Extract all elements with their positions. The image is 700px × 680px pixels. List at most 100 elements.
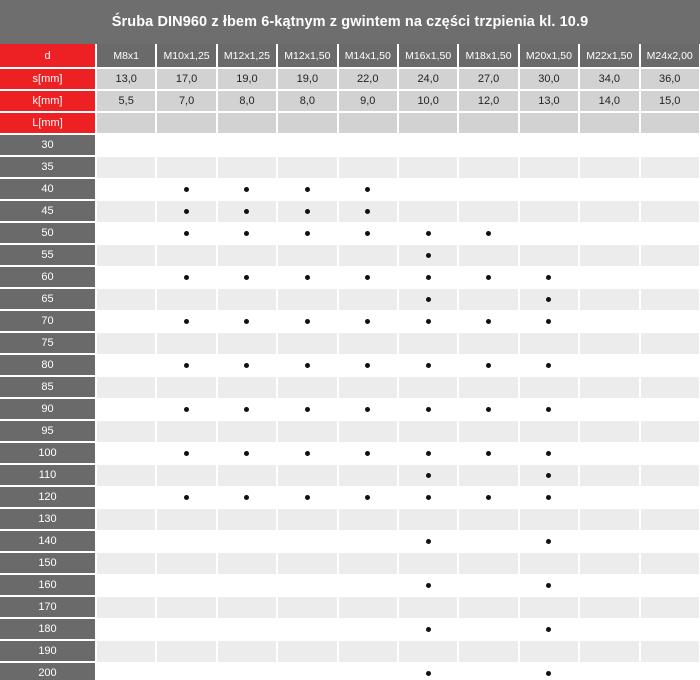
availability-cell[interactable] (518, 244, 581, 267)
availability-cell[interactable] (277, 574, 339, 597)
availability-cell[interactable] (337, 310, 399, 333)
availability-cell[interactable] (337, 596, 399, 619)
availability-cell[interactable] (397, 200, 460, 223)
availability-cell[interactable] (337, 552, 399, 575)
availability-cell[interactable] (96, 618, 158, 641)
availability-cell[interactable] (458, 552, 520, 575)
availability-cell[interactable] (397, 464, 460, 487)
availability-cell[interactable] (96, 464, 158, 487)
availability-cell[interactable] (337, 266, 399, 289)
availability-cell[interactable] (458, 156, 520, 179)
availability-cell[interactable] (156, 332, 218, 355)
availability-cell[interactable] (518, 178, 581, 201)
availability-cell[interactable] (639, 486, 700, 509)
availability-cell[interactable] (518, 618, 581, 641)
availability-cell[interactable] (216, 266, 279, 289)
availability-cell[interactable] (277, 486, 339, 509)
availability-cell[interactable] (579, 552, 641, 575)
availability-cell[interactable] (156, 618, 218, 641)
availability-cell[interactable] (518, 420, 581, 443)
availability-cell[interactable] (337, 134, 399, 157)
availability-cell[interactable] (579, 332, 641, 355)
availability-cell[interactable] (397, 552, 460, 575)
availability-cell[interactable] (96, 332, 158, 355)
availability-cell[interactable] (579, 266, 641, 289)
availability-cell[interactable] (277, 552, 339, 575)
availability-cell[interactable] (639, 134, 700, 157)
availability-cell[interactable] (277, 266, 339, 289)
availability-cell[interactable] (277, 618, 339, 641)
availability-cell[interactable] (96, 574, 158, 597)
availability-cell[interactable] (216, 200, 279, 223)
availability-cell[interactable] (518, 266, 581, 289)
availability-cell[interactable] (639, 552, 700, 575)
availability-cell[interactable] (337, 376, 399, 399)
availability-cell[interactable] (156, 574, 218, 597)
availability-cell[interactable] (216, 618, 279, 641)
availability-cell[interactable] (277, 662, 339, 680)
availability-cell[interactable] (397, 398, 460, 421)
availability-cell[interactable] (458, 420, 520, 443)
availability-cell[interactable] (96, 200, 158, 223)
availability-cell[interactable] (458, 178, 520, 201)
availability-cell[interactable] (458, 332, 520, 355)
availability-cell[interactable] (518, 134, 581, 157)
availability-cell[interactable] (579, 640, 641, 663)
availability-cell[interactable] (337, 200, 399, 223)
availability-cell[interactable] (337, 222, 399, 245)
availability-cell[interactable] (277, 376, 339, 399)
availability-cell[interactable] (579, 376, 641, 399)
availability-cell[interactable] (458, 398, 520, 421)
availability-cell[interactable] (96, 178, 158, 201)
availability-cell[interactable] (639, 222, 700, 245)
availability-cell[interactable] (639, 266, 700, 289)
availability-cell[interactable] (397, 288, 460, 311)
availability-cell[interactable] (518, 640, 581, 663)
availability-cell[interactable] (96, 640, 158, 663)
availability-cell[interactable] (216, 508, 279, 531)
availability-cell[interactable] (639, 244, 700, 267)
availability-cell[interactable] (277, 332, 339, 355)
availability-cell[interactable] (216, 640, 279, 663)
availability-cell[interactable] (579, 244, 641, 267)
availability-cell[interactable] (216, 288, 279, 311)
availability-cell[interactable] (96, 486, 158, 509)
availability-cell[interactable] (518, 156, 581, 179)
availability-cell[interactable] (639, 200, 700, 223)
availability-cell[interactable] (579, 398, 641, 421)
availability-cell[interactable] (458, 640, 520, 663)
availability-cell[interactable] (458, 288, 520, 311)
availability-cell[interactable] (518, 464, 581, 487)
availability-cell[interactable] (579, 420, 641, 443)
availability-cell[interactable] (216, 552, 279, 575)
availability-cell[interactable] (96, 354, 158, 377)
availability-cell[interactable] (579, 486, 641, 509)
availability-cell[interactable] (156, 486, 218, 509)
availability-cell[interactable] (156, 376, 218, 399)
availability-cell[interactable] (96, 442, 158, 465)
availability-cell[interactable] (579, 200, 641, 223)
availability-cell[interactable] (579, 464, 641, 487)
availability-cell[interactable] (156, 464, 218, 487)
availability-cell[interactable] (216, 156, 279, 179)
availability-cell[interactable] (156, 640, 218, 663)
availability-cell[interactable] (216, 134, 279, 157)
availability-cell[interactable] (397, 222, 460, 245)
availability-cell[interactable] (397, 486, 460, 509)
availability-cell[interactable] (96, 596, 158, 619)
availability-cell[interactable] (96, 156, 158, 179)
availability-cell[interactable] (96, 266, 158, 289)
availability-cell[interactable] (277, 244, 339, 267)
availability-cell[interactable] (277, 596, 339, 619)
availability-cell[interactable] (96, 508, 158, 531)
availability-cell[interactable] (458, 200, 520, 223)
availability-cell[interactable] (277, 156, 339, 179)
availability-cell[interactable] (579, 156, 641, 179)
availability-cell[interactable] (397, 354, 460, 377)
availability-cell[interactable] (216, 662, 279, 680)
availability-cell[interactable] (397, 134, 460, 157)
availability-cell[interactable] (639, 662, 700, 680)
availability-cell[interactable] (96, 662, 158, 680)
availability-cell[interactable] (397, 332, 460, 355)
availability-cell[interactable] (579, 310, 641, 333)
